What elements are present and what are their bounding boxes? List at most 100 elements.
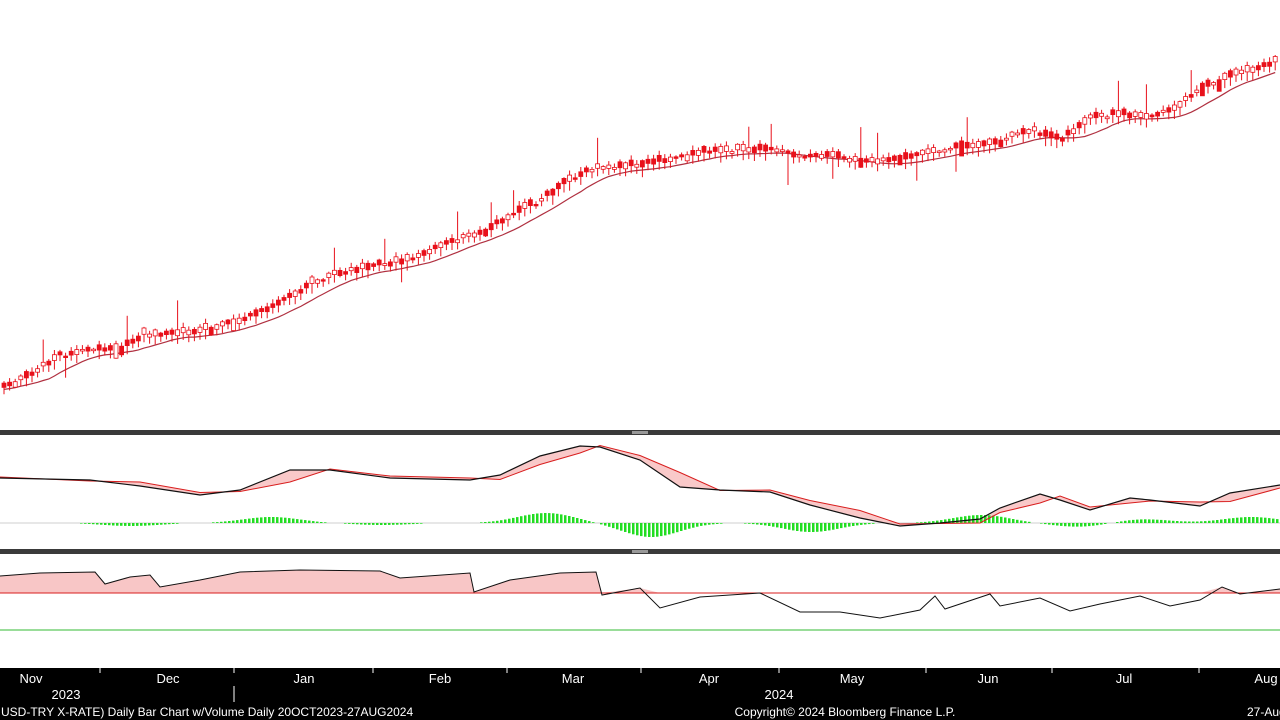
histogram-bar xyxy=(1192,521,1195,523)
histogram-bar xyxy=(964,516,967,523)
candle xyxy=(264,302,270,319)
x-tick-label-may: May xyxy=(840,671,865,686)
histogram-bar xyxy=(224,521,227,523)
candle xyxy=(40,339,46,372)
histogram-bar xyxy=(1028,521,1031,523)
candle xyxy=(1,381,7,395)
candle xyxy=(460,232,466,244)
candle xyxy=(471,230,477,243)
histogram-bar xyxy=(1148,519,1151,523)
histogram-bar xyxy=(260,517,263,523)
histogram-bar xyxy=(1068,523,1071,527)
histogram-bar xyxy=(920,522,923,523)
histogram-bar xyxy=(1056,523,1059,526)
candle xyxy=(1082,115,1088,134)
candle xyxy=(141,326,147,343)
histogram-bar xyxy=(1144,519,1147,523)
candle xyxy=(746,126,752,160)
candle xyxy=(920,149,925,163)
candle xyxy=(483,227,489,237)
oscillator-fill xyxy=(0,445,1280,526)
candle xyxy=(1093,107,1099,125)
x-tick-label-nov: Nov xyxy=(19,671,43,686)
histogram-bar xyxy=(1184,521,1187,523)
histogram-bar xyxy=(764,523,767,526)
histogram-bar xyxy=(708,523,711,525)
candle xyxy=(550,188,556,205)
histogram-bar xyxy=(264,517,267,523)
histogram-bar xyxy=(844,523,847,528)
histogram-bar xyxy=(1152,519,1155,523)
histogram-bar xyxy=(1180,521,1183,523)
candle xyxy=(684,151,690,163)
histogram-bar xyxy=(1104,523,1107,524)
histogram-bar xyxy=(980,515,983,523)
candle xyxy=(791,149,796,164)
candle xyxy=(752,144,757,161)
histogram-bar xyxy=(108,523,111,526)
histogram-bar xyxy=(948,518,951,523)
histogram-bar xyxy=(1232,518,1235,523)
price-panel xyxy=(1,55,1278,395)
oscillator-line xyxy=(0,445,1280,527)
x-tick-label-aug: Aug xyxy=(1254,671,1277,686)
candle xyxy=(1239,65,1244,81)
candle xyxy=(948,146,953,154)
histogram-bar xyxy=(168,523,171,525)
candle xyxy=(85,344,91,357)
histogram-bar xyxy=(744,523,747,524)
candle xyxy=(1088,112,1093,125)
histogram-bar xyxy=(144,523,147,526)
candle xyxy=(796,150,802,163)
histogram-bar xyxy=(1208,520,1211,523)
candle xyxy=(1211,81,1216,90)
histogram-bar xyxy=(604,523,607,526)
candle xyxy=(763,142,768,161)
candle xyxy=(606,161,612,175)
histogram-bar xyxy=(520,516,523,523)
histogram-bar xyxy=(588,521,591,523)
panel-divider-handle-1[interactable] xyxy=(632,431,648,434)
histogram-bar xyxy=(1256,517,1259,523)
candle xyxy=(1216,75,1222,92)
candle xyxy=(623,161,628,177)
candle xyxy=(1222,71,1228,89)
histogram-bar xyxy=(812,523,815,532)
candle xyxy=(897,153,903,166)
histogram-series xyxy=(80,513,1279,537)
histogram-bar xyxy=(100,523,103,525)
histogram-bar xyxy=(92,523,95,525)
histogram-bar xyxy=(228,521,231,523)
histogram-bar xyxy=(400,523,403,525)
candle xyxy=(668,153,673,168)
candle xyxy=(1138,110,1144,126)
histogram-bar xyxy=(288,518,291,523)
histogram-bar xyxy=(244,519,247,523)
candle xyxy=(914,151,920,181)
histogram-bar xyxy=(840,523,843,529)
histogram-bar xyxy=(1088,523,1091,527)
candle xyxy=(303,280,309,294)
histogram-bar xyxy=(624,523,627,532)
histogram-bar xyxy=(308,520,311,523)
histogram-bar xyxy=(152,523,155,526)
histogram-bar xyxy=(232,520,235,523)
candle xyxy=(673,155,679,164)
histogram-bar xyxy=(1044,523,1047,525)
candle xyxy=(432,241,438,254)
histogram-bar xyxy=(720,523,723,524)
candle xyxy=(785,149,791,185)
histogram-bar xyxy=(268,517,271,523)
histogram-bar xyxy=(300,519,303,523)
candle xyxy=(1104,114,1110,124)
candle xyxy=(46,359,52,372)
histogram-bar xyxy=(112,523,115,526)
panel-divider-handle-2[interactable] xyxy=(632,550,648,553)
candle xyxy=(449,234,455,250)
histogram-bar xyxy=(512,517,515,523)
candle xyxy=(494,215,500,229)
histogram-bar xyxy=(320,522,323,523)
candle xyxy=(298,285,304,300)
histogram-bar xyxy=(116,523,119,526)
candle xyxy=(466,229,472,243)
